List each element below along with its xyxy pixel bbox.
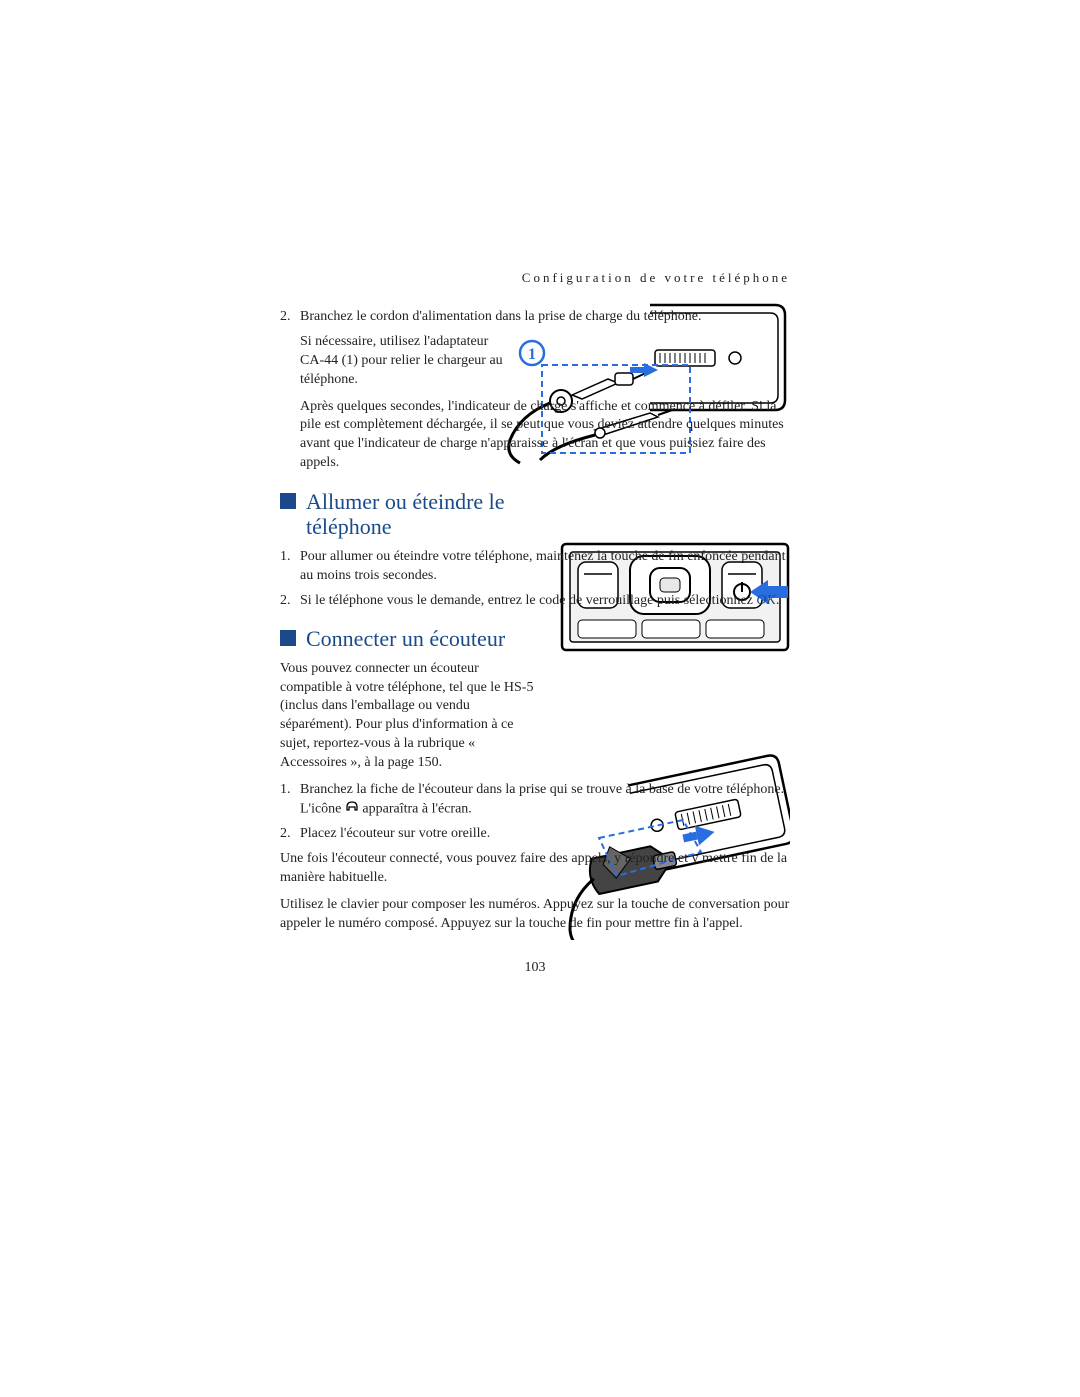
- list-number: 2.: [280, 825, 300, 844]
- body-paragraph: Utilisez le clavier pour composer les nu…: [280, 896, 790, 934]
- step-text: Pour allumer ou éteindre votre téléphone…: [300, 548, 790, 586]
- section-power: 1. Pour allumer ou éteindre votre téléph…: [280, 548, 790, 611]
- step-text: Branchez le cordon d'alimentation dans l…: [300, 308, 790, 327]
- heading-bullet-icon: [280, 493, 296, 509]
- body-paragraph: Vous pouvez connecter un écouteur compat…: [280, 660, 540, 773]
- heading-power: Allumer ou éteindre le téléphone: [280, 489, 790, 540]
- step-text: Branchez la fiche de l'écouteur dans la …: [300, 781, 790, 819]
- body-paragraph: Si nécessaire, utilisez l'adaptateur CA-…: [300, 333, 510, 390]
- step-text: Placez l'écouteur sur votre oreille.: [300, 825, 790, 844]
- list-number: 1.: [280, 781, 300, 819]
- ok-label: OK: [756, 593, 775, 608]
- list-number: 2.: [280, 592, 300, 611]
- heading-text: Allumer ou éteindre le téléphone: [306, 489, 516, 540]
- body-paragraph: Après quelques secondes, l'indicateur de…: [300, 398, 790, 474]
- heading-headset: Connecter un écouteur: [280, 626, 790, 651]
- headset-icon: [345, 800, 359, 819]
- page-content: Configuration de votre téléphone 2. Bran…: [280, 270, 790, 976]
- step-text: Si le téléphone vous le demande, entrez …: [300, 592, 790, 611]
- page-number: 103: [280, 960, 790, 976]
- section-headset: Vous pouvez connecter un écouteur compat…: [280, 660, 790, 934]
- heading-text: Connecter un écouteur: [306, 626, 505, 651]
- list-number: 2.: [280, 308, 300, 327]
- section-charge: 2. Branchez le cordon d'alimentation dan…: [280, 308, 790, 473]
- body-paragraph: Une fois l'écouteur connecté, vous pouve…: [280, 850, 790, 888]
- list-number: 1.: [280, 548, 300, 586]
- running-header: Configuration de votre téléphone: [280, 270, 790, 286]
- heading-bullet-icon: [280, 630, 296, 646]
